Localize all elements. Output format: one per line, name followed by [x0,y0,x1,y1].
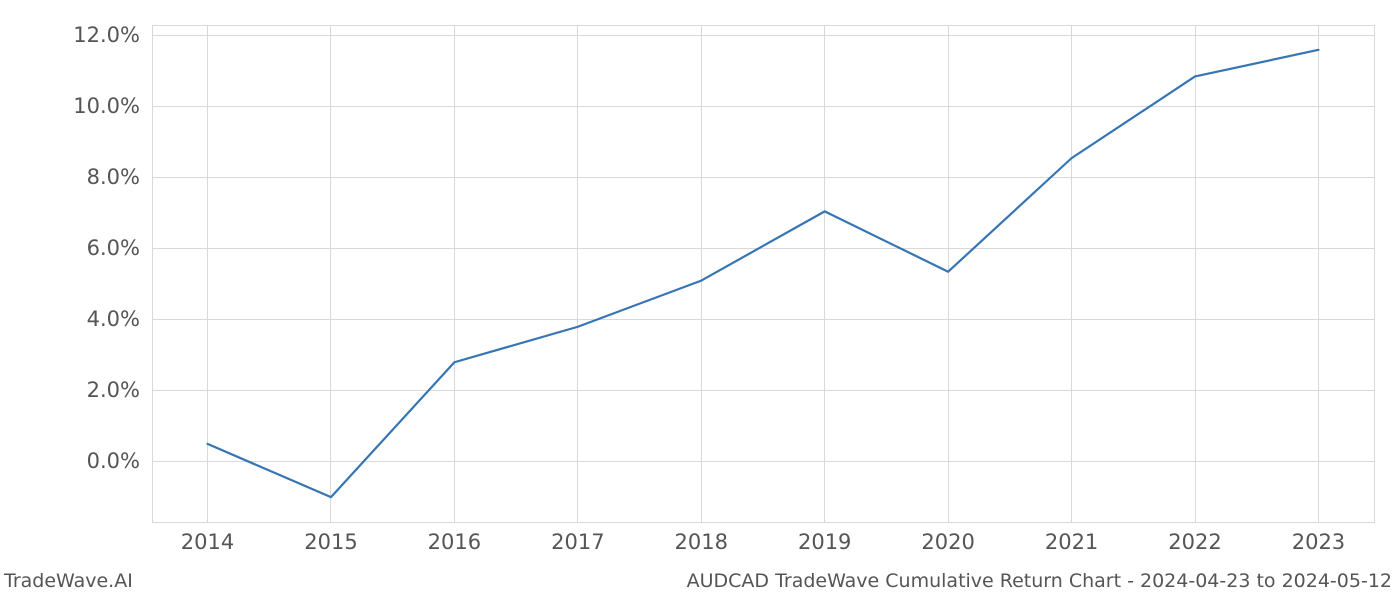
chart-caption: AUDCAD TradeWave Cumulative Return Chart… [687,570,1392,592]
watermark-label: TradeWave.AI [4,570,133,592]
line-series [0,0,1400,600]
